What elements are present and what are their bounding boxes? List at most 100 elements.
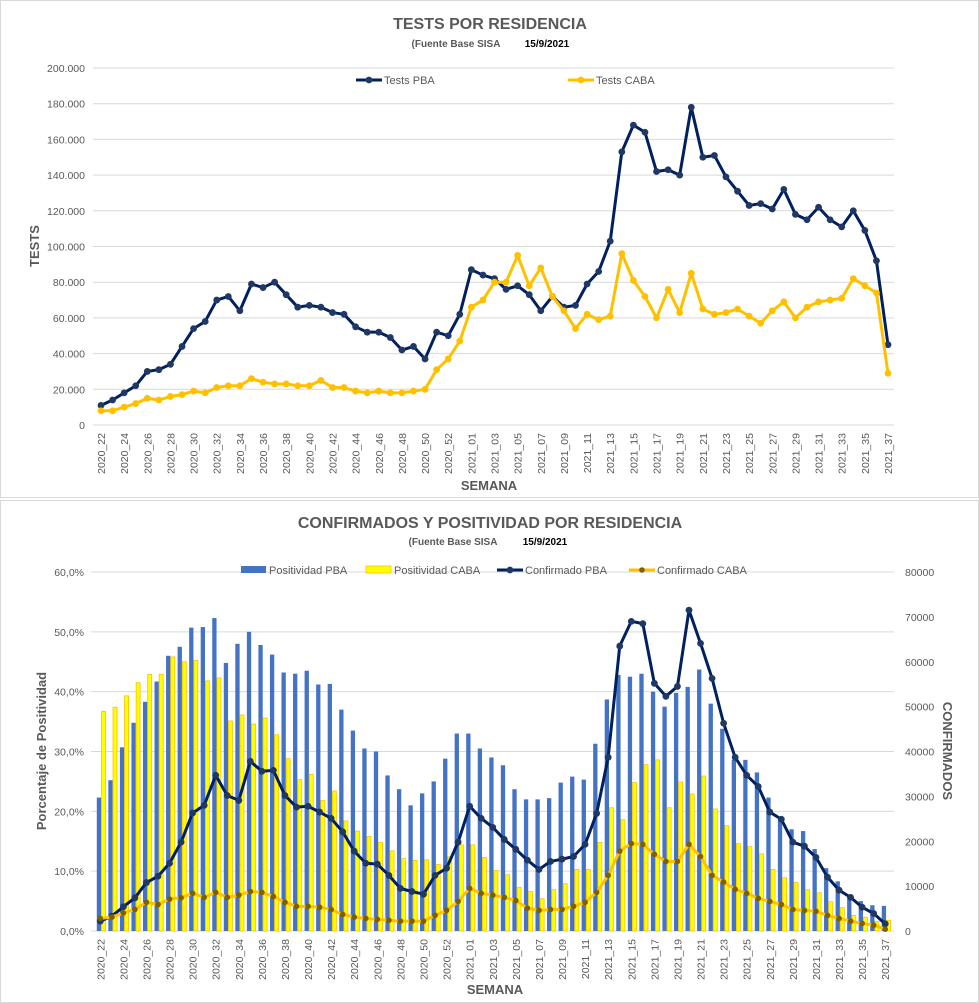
data-point (722, 309, 730, 316)
data-point (664, 285, 672, 293)
bar-positividad-pba (408, 805, 413, 931)
bar-positividad-pba (581, 779, 586, 931)
x-axis-title: SEMANA (467, 982, 524, 997)
data-point (803, 303, 811, 311)
bar-positividad-caba (101, 711, 106, 932)
data-point (640, 841, 646, 848)
data-point (653, 168, 660, 175)
data-point (535, 866, 543, 873)
data-point (606, 312, 614, 320)
y2-tick-label: 60000 (905, 657, 934, 669)
data-point (710, 310, 718, 318)
bar-positividad-caba (274, 734, 280, 932)
bar-positividad-pba (546, 798, 552, 931)
y-tick-label: 80.000 (53, 277, 85, 289)
data-point (514, 252, 522, 259)
data-point (316, 808, 323, 816)
data-point (340, 384, 348, 391)
x-tick-label: 2021_33 (834, 939, 846, 980)
data-point (676, 171, 684, 179)
data-point (109, 914, 115, 920)
data-point (213, 384, 221, 391)
bar-positividad-caba (124, 695, 129, 932)
bar-positividad-pba (177, 646, 182, 931)
x-tick-label: 2021_19 (672, 939, 684, 980)
bar-positividad-caba (262, 717, 268, 932)
data-point (362, 915, 369, 922)
y2-tick-label: 40000 (905, 747, 934, 759)
data-point (570, 903, 577, 910)
data-point (616, 642, 624, 650)
data-point (686, 841, 692, 848)
x-tick-label: 2020_26 (142, 433, 154, 474)
data-point (259, 378, 267, 386)
x-tick-label: 2020_24 (118, 939, 130, 980)
data-point (873, 289, 880, 297)
data-point (189, 809, 197, 817)
bar-positividad-pba (870, 905, 875, 931)
data-point (420, 890, 427, 898)
data-point (397, 918, 404, 924)
data-point (340, 310, 348, 318)
data-point (479, 271, 487, 279)
bar-positividad-caba (632, 782, 637, 932)
data-point (777, 815, 785, 823)
data-point (155, 901, 161, 908)
bar-positividad-pba (235, 643, 240, 931)
data-point (766, 898, 773, 905)
bar-positividad-pba (824, 868, 829, 931)
y2-tick-label: 70000 (905, 612, 934, 624)
bar-positividad-pba (466, 733, 471, 931)
data-point (316, 904, 323, 911)
data-point (143, 879, 150, 886)
data-point (595, 316, 603, 324)
data-point (132, 906, 138, 913)
data-point (339, 911, 346, 918)
y2-tick-label: 10000 (905, 881, 934, 893)
data-point (676, 309, 684, 316)
data-point (826, 216, 834, 224)
plot-area: 0,0% 10,0% 20,0% 30,0% 40,0% 50,0% 60,0% 0 10000… (54, 565, 934, 980)
bar-positividad-caba (712, 808, 718, 932)
x-tick-label: 2021_07 (536, 433, 548, 474)
legend-marker (639, 567, 645, 573)
data-point (120, 403, 128, 411)
data-point (201, 318, 209, 325)
y-axis-title: TESTS (27, 225, 42, 267)
bar-positividad-pba (708, 703, 713, 931)
bar-positividad-caba (320, 800, 326, 932)
data-point (132, 382, 140, 390)
data-point (421, 385, 429, 393)
data-point (304, 802, 312, 810)
y-tick-label: 100.000 (47, 242, 85, 254)
data-point (410, 343, 417, 350)
data-point (641, 128, 649, 136)
x-tick-label: 2021_23 (721, 433, 733, 474)
legend-item: Tests PBA (356, 75, 435, 87)
bar-positividad-pba (685, 686, 690, 931)
x-tick-label: 2020_30 (188, 939, 200, 980)
bar-positividad-pba (477, 748, 483, 931)
bar-positividad-caba (181, 661, 187, 932)
y-tick-label: 30,0% (54, 747, 84, 759)
bar-positividad-pba (639, 673, 644, 931)
y2-tick-label: 80000 (905, 567, 934, 579)
data-point (478, 890, 485, 897)
bar-positividad-pba (800, 831, 806, 931)
data-point (606, 237, 614, 245)
data-point (813, 908, 819, 915)
legend-item: Tests CABA (568, 75, 655, 87)
x-tick-label: 2020_22 (95, 939, 107, 980)
data-point (201, 389, 209, 397)
bar-positividad-caba (516, 886, 522, 932)
data-point (155, 396, 163, 404)
data-point (581, 840, 589, 848)
data-point (745, 202, 753, 209)
x-tick-label: 2021_21 (696, 939, 708, 980)
data-point (674, 858, 681, 865)
x-tick-label: 2021_15 (628, 433, 640, 474)
legend-item: Confirmado PBA (497, 565, 608, 577)
data-point (466, 802, 474, 810)
data-point (443, 864, 450, 872)
x-tick-label: 2021_33 (837, 433, 849, 474)
